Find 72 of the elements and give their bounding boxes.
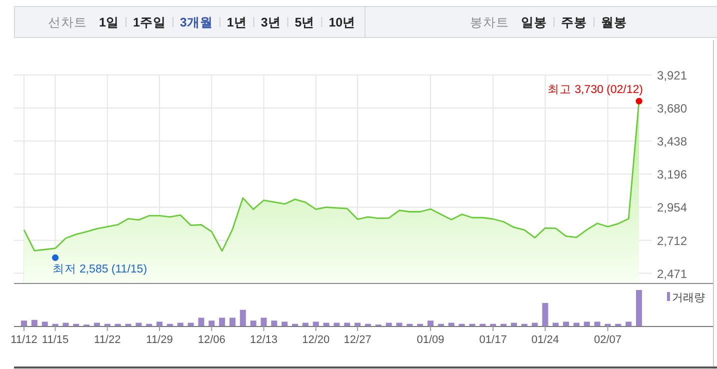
bar [312, 322, 319, 326]
x-tick-label: 12/13 [250, 334, 278, 346]
x-tick-label: 11/29 [146, 334, 173, 346]
bar [42, 322, 48, 326]
text: 월봉 [601, 16, 627, 30]
x-tick-label: 11/22 [94, 334, 121, 346]
text: 10년 [328, 16, 356, 30]
bar [334, 322, 340, 326]
annotation: 최고 3,730 (02/12) [547, 84, 644, 96]
x-tick-label: 01/24 [531, 334, 559, 346]
bar [21, 320, 27, 326]
bar [532, 322, 538, 326]
bar [563, 322, 570, 326]
bar [208, 320, 215, 326]
bar [62, 322, 69, 326]
text: 일봉 [521, 16, 547, 30]
x-tick-label: 11/15 [42, 334, 69, 346]
y-tick-label: 3,921 [657, 68, 688, 82]
bar [386, 322, 392, 326]
text: 주봉 [561, 16, 587, 30]
bar [396, 322, 402, 326]
x-tick-label: 02/07 [594, 334, 622, 346]
bar [323, 322, 330, 326]
bar [344, 322, 350, 326]
annotation: 최저 2,585 (11/15) [52, 264, 148, 276]
y-tick-label: 2,954 [657, 200, 688, 215]
bar [177, 322, 184, 326]
bar [229, 318, 236, 326]
x-tick-label: 01/09 [416, 334, 444, 346]
text: 선차트 [48, 16, 87, 30]
text: 1년 [226, 16, 247, 30]
text: 3년 [260, 16, 281, 30]
text: 5년 [294, 16, 315, 30]
y-tick-label: 3,438 [657, 134, 688, 149]
x-tick-label: 12/06 [198, 334, 226, 346]
text: 봉차트 [470, 16, 509, 30]
bar [448, 322, 454, 326]
x-tick-label: 12/20 [302, 334, 330, 346]
bar [219, 318, 226, 326]
bar [198, 318, 204, 326]
bar [626, 322, 632, 326]
bar [260, 318, 267, 326]
bar [573, 322, 580, 326]
text: 1주일 [132, 16, 166, 30]
bar [636, 290, 642, 326]
bar [31, 320, 38, 326]
x-tick-label: 01/17 [479, 334, 507, 346]
bar [354, 322, 361, 326]
y-tick-label: 3,680 [657, 101, 688, 116]
bar [250, 320, 256, 326]
bar [428, 320, 434, 326]
bar [94, 322, 100, 326]
bar [271, 320, 278, 326]
bar [552, 322, 559, 326]
text: 3개월 [180, 16, 213, 30]
bar [542, 302, 548, 326]
bar [594, 322, 600, 326]
x-tick-label: 12/27 [344, 334, 372, 346]
x-tick-label: 11/12 [10, 334, 38, 346]
bar [240, 310, 246, 326]
bar [510, 322, 517, 326]
bar [188, 322, 194, 326]
bar [136, 322, 142, 326]
text: 1일 [99, 16, 119, 30]
y-tick-label: 3,196 [657, 168, 688, 182]
bar [302, 322, 308, 326]
bar [156, 322, 163, 326]
y-tick-label: 2,471 [657, 266, 688, 281]
bar [584, 322, 590, 326]
bar [282, 322, 288, 326]
y-tick-label: 2,712 [657, 234, 688, 248]
legend-label: 거래량 [672, 292, 705, 304]
